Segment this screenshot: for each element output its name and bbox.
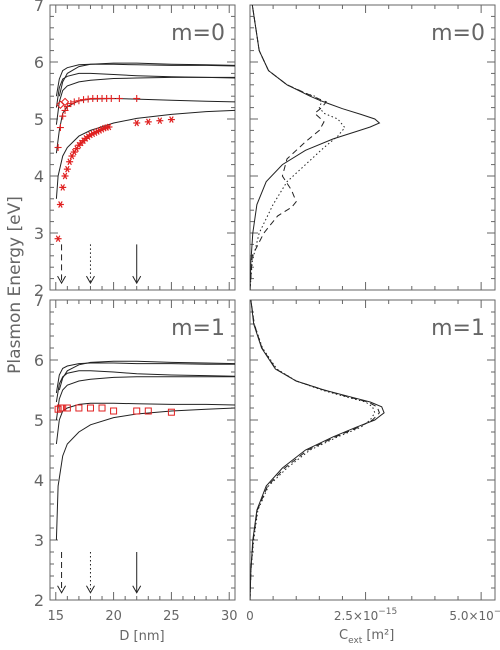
series-line-solid [55, 402, 235, 445]
series-line-solid [58, 62, 235, 97]
plus-marker [59, 112, 67, 120]
plus-marker [75, 97, 83, 105]
plus-marker [54, 144, 62, 151]
star-marker [68, 152, 76, 160]
square-marker [110, 407, 118, 415]
panel-bottom-left: 2 3 4 5 6 7 15 20 25 30 m=1 [34, 291, 238, 624]
diamond-marker [56, 100, 65, 109]
star-marker [144, 118, 152, 126]
y-tick-label: 6 [34, 351, 44, 370]
star-marker [133, 119, 141, 127]
series-line-solid [55, 362, 235, 394]
star-marker [54, 235, 62, 243]
plus-marker [61, 106, 69, 114]
square-marker [167, 408, 175, 416]
star-marker [59, 184, 67, 191]
series-line-solid [58, 360, 235, 391]
x-tick-label: 30 [221, 609, 238, 624]
square-marker [133, 407, 141, 415]
arrow-dashed [57, 552, 66, 594]
series-line-solid [55, 63, 235, 97]
y-tick-label: 4 [34, 167, 44, 186]
star-marker [66, 158, 74, 166]
y-axis-label: Plasmon Energy [eV] [5, 196, 25, 374]
y-tick-label: 7 [34, 291, 44, 310]
y-tick-label: 5 [34, 110, 44, 129]
svg-text:Cext[m²]: Cext [m²] [339, 628, 394, 646]
y-tick-label: 6 [34, 53, 44, 72]
panel-title: m=0 [171, 21, 225, 46]
arrow-solid [132, 244, 142, 285]
panel-frame [49, 299, 236, 601]
arrow-dashed [57, 244, 66, 285]
plus-marker [115, 94, 123, 102]
x-tick-label: 15 [48, 609, 65, 624]
arrow-solid [132, 552, 142, 594]
square-marker [59, 404, 67, 412]
y-tick-label: 3 [34, 224, 44, 243]
square-marker [86, 404, 94, 412]
series-line-solid [250, 300, 385, 600]
panel-bottom-right: 0 2.5×10−15 5.0×10−15 m=1 [246, 299, 500, 623]
x-tick-label: 0 [246, 609, 254, 623]
series-line-solid [250, 5, 381, 290]
series-line-solid [55, 97, 235, 154]
panel-frame [249, 299, 496, 601]
panel-frame [49, 4, 236, 291]
panel-top-right: m=0 [249, 4, 496, 291]
series-line-dashed [250, 5, 328, 290]
square-marker [63, 404, 71, 412]
square-marker [54, 405, 62, 413]
star-marker [61, 172, 69, 180]
panel-frame [249, 4, 496, 291]
arrow-dotted [86, 552, 95, 594]
plus-marker [70, 98, 78, 106]
series-line-solid [55, 407, 235, 541]
y-tick-label: 4 [34, 471, 44, 490]
star-marker [105, 123, 113, 131]
diamond-marker [60, 97, 70, 107]
series-line-solid [55, 109, 235, 199]
series-line-dotted [250, 300, 376, 600]
square-marker [98, 404, 106, 412]
series-line-solid [55, 370, 235, 403]
x-axis-label-right: Cext [m²] [339, 628, 394, 646]
star-marker [167, 116, 175, 123]
plus-marker [84, 95, 92, 103]
panel-title: m=0 [431, 21, 485, 46]
x-tick-label: 2.5×10−15 [334, 607, 397, 623]
x-tick-label: 5.0×10−15 [449, 607, 500, 623]
y-tick-label: 2 [34, 281, 44, 300]
x-axis-label-left: D [nm] [119, 629, 164, 644]
x-tick-label: 25 [163, 609, 180, 624]
plus-marker [133, 94, 141, 102]
panel-title: m=1 [431, 316, 485, 341]
arrow-dotted [86, 244, 95, 285]
series-line-dotted [250, 5, 346, 290]
panel-title: m=1 [171, 316, 225, 341]
y-tick-label: 7 [34, 0, 44, 15]
plus-marker [80, 96, 88, 104]
square-marker [144, 407, 152, 415]
plus-marker [107, 94, 115, 102]
series-line-solid [55, 376, 235, 421]
series-line-solid [55, 72, 235, 108]
panel-top-left: 2 3 4 5 6 7 m=0 [34, 0, 236, 300]
y-tick-label: 5 [34, 411, 44, 430]
plus-marker [67, 100, 75, 108]
plus-marker [56, 124, 64, 132]
series-line-dashed [250, 300, 380, 600]
star-marker [156, 117, 164, 125]
star-marker [63, 165, 71, 173]
square-marker [75, 404, 83, 412]
y-tick-label: 3 [34, 531, 44, 550]
star-marker [56, 201, 64, 208]
y-tick-label: 2 [34, 591, 44, 610]
x-tick-label: 20 [105, 609, 122, 624]
